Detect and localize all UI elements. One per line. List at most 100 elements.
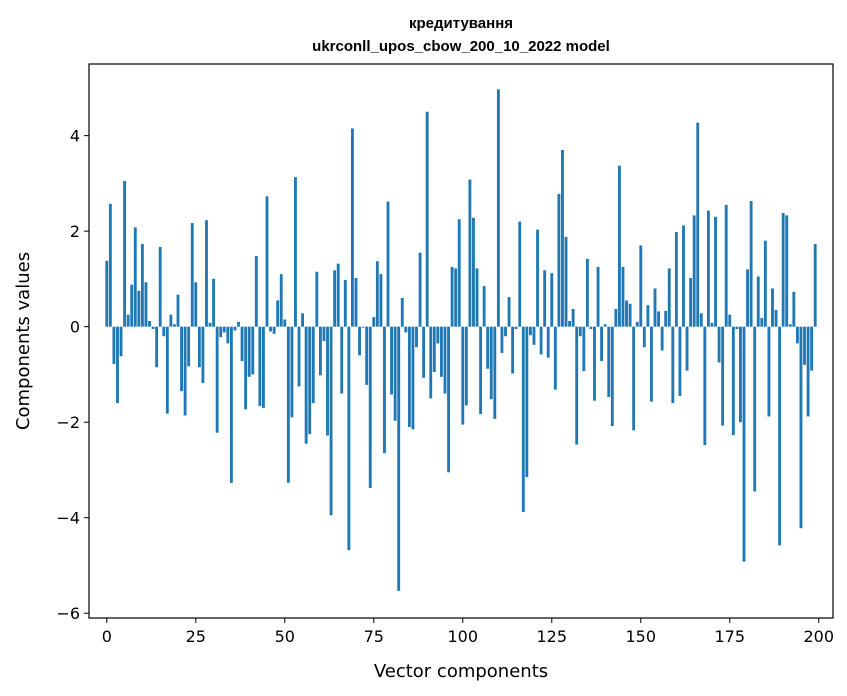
- bar-152: [646, 305, 650, 327]
- bar-160: [674, 232, 678, 327]
- bar-91: [429, 326, 433, 399]
- bar-124: [546, 326, 550, 358]
- bar-110: [496, 89, 500, 327]
- bar-90: [425, 111, 429, 327]
- x-axis-label: Vector components: [374, 661, 548, 682]
- bar-94: [440, 326, 443, 377]
- bar-119: [528, 326, 532, 336]
- bar-151: [642, 326, 646, 348]
- bar-10: [140, 244, 144, 327]
- bar-125: [550, 273, 554, 327]
- bar-72: [361, 326, 365, 328]
- bar-23: [187, 326, 191, 367]
- bar-193: [792, 291, 796, 327]
- bar-150: [639, 245, 643, 327]
- x-tick-label: 125: [537, 627, 568, 646]
- bar-164: [689, 277, 693, 327]
- bar-88: [418, 252, 422, 327]
- bar-39: [244, 326, 248, 410]
- bar-163: [685, 326, 689, 371]
- bar-79: [386, 201, 390, 327]
- bar-48: [276, 300, 280, 327]
- bar-50: [283, 319, 287, 327]
- bar-162: [682, 225, 685, 327]
- bar-145: [621, 266, 625, 327]
- bar-104: [475, 268, 479, 327]
- bar-60: [318, 326, 322, 376]
- bar-4: [119, 326, 123, 357]
- bar-142: [610, 326, 614, 427]
- bar-68: [347, 326, 351, 551]
- bar-185: [763, 240, 767, 327]
- bar-70: [354, 277, 358, 327]
- x-tick-label: 200: [803, 627, 834, 646]
- bar-138: [596, 266, 600, 327]
- bar-148: [632, 326, 636, 431]
- bar-17: [165, 326, 169, 414]
- bar-19: [173, 324, 176, 327]
- bar-103: [472, 217, 475, 327]
- bar-89: [422, 326, 426, 378]
- bar-69: [351, 128, 354, 327]
- bar-187: [771, 288, 774, 327]
- bar-95: [443, 326, 447, 394]
- bar-53: [294, 177, 297, 327]
- bar-191: [785, 215, 789, 327]
- bar-26: [197, 326, 201, 368]
- bar-84: [404, 326, 408, 333]
- bar-41: [251, 326, 255, 375]
- bar-133: [578, 326, 582, 337]
- bar-66: [340, 326, 344, 394]
- bar-74: [368, 326, 372, 489]
- bar-179: [742, 326, 746, 562]
- bar-51: [286, 326, 290, 483]
- x-tick-label: 150: [625, 627, 656, 646]
- bar-31: [215, 326, 219, 433]
- bar-114: [511, 326, 515, 374]
- bar-80: [390, 326, 394, 395]
- bar-166: [696, 122, 700, 327]
- bar-33: [222, 326, 226, 333]
- bar-117: [521, 326, 525, 512]
- bar-129: [564, 236, 568, 327]
- bar-174: [724, 204, 728, 327]
- bar-156: [660, 326, 664, 351]
- bar-81: [393, 326, 397, 421]
- bar-136: [589, 326, 593, 330]
- bar-165: [692, 215, 696, 327]
- bar-102: [468, 179, 472, 327]
- bar-126: [553, 326, 557, 390]
- bar-189: [778, 326, 782, 546]
- bar-131: [571, 309, 575, 327]
- bar-197: [806, 326, 810, 417]
- bar-45: [265, 196, 269, 327]
- bar-172: [717, 326, 721, 363]
- bar-118: [525, 326, 529, 478]
- x-tick-label: 25: [186, 627, 206, 646]
- x-tick-label: 175: [714, 627, 745, 646]
- y-tick-label: −4: [56, 509, 80, 528]
- bar-86: [411, 326, 415, 430]
- bar-7: [130, 284, 134, 327]
- bar-144: [617, 165, 621, 327]
- bar-44: [262, 326, 265, 408]
- bar-190: [781, 213, 785, 327]
- bar-178: [739, 326, 742, 423]
- bar-176: [731, 326, 735, 436]
- bar-15: [158, 246, 162, 327]
- bar-171: [714, 216, 717, 327]
- bar-21: [180, 326, 183, 392]
- bar-135: [585, 258, 589, 327]
- bar-180: [746, 269, 749, 327]
- bar-170: [710, 322, 714, 327]
- bar-107: [486, 326, 490, 369]
- bar-141: [607, 326, 611, 397]
- bar-9: [137, 290, 141, 327]
- bar-108: [489, 326, 493, 400]
- bar-139: [600, 326, 604, 362]
- bar-154: [653, 288, 657, 327]
- chart-title: кредитування: [409, 15, 513, 32]
- bar-109: [493, 326, 497, 419]
- bar-73: [365, 326, 369, 385]
